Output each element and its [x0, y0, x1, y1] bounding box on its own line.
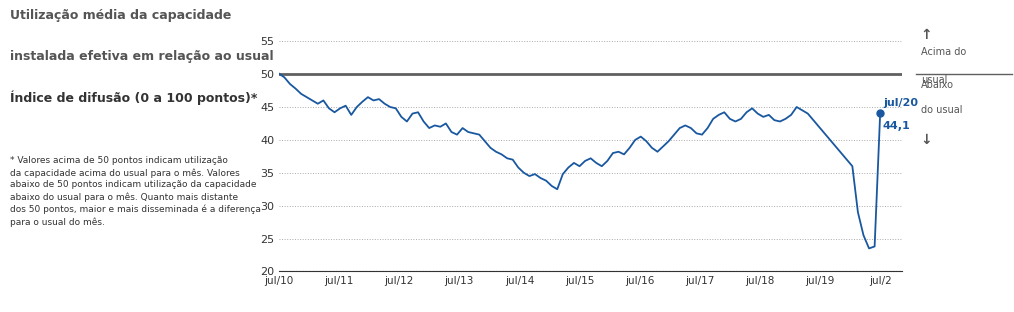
Text: Índice de difusão (0 a 100 pontos)*: Índice de difusão (0 a 100 pontos)* [10, 90, 258, 105]
Text: ↑: ↑ [921, 28, 932, 42]
Text: ↓: ↓ [921, 134, 932, 147]
Text: instalada efetiva em relação ao usual: instalada efetiva em relação ao usual [10, 50, 274, 63]
Text: Acima do: Acima do [921, 47, 966, 57]
Text: jul/20: jul/20 [883, 98, 918, 108]
Text: * Valores acima de 50 pontos indicam utilização
da capacidade acima do usual par: * Valores acima de 50 pontos indicam uti… [10, 156, 261, 227]
Text: do usual: do usual [921, 105, 962, 115]
Text: 44,1: 44,1 [883, 121, 911, 131]
Text: usual: usual [921, 75, 947, 85]
Text: Abaixo: Abaixo [921, 80, 954, 90]
Text: Utilização média da capacidade: Utilização média da capacidade [10, 9, 231, 22]
